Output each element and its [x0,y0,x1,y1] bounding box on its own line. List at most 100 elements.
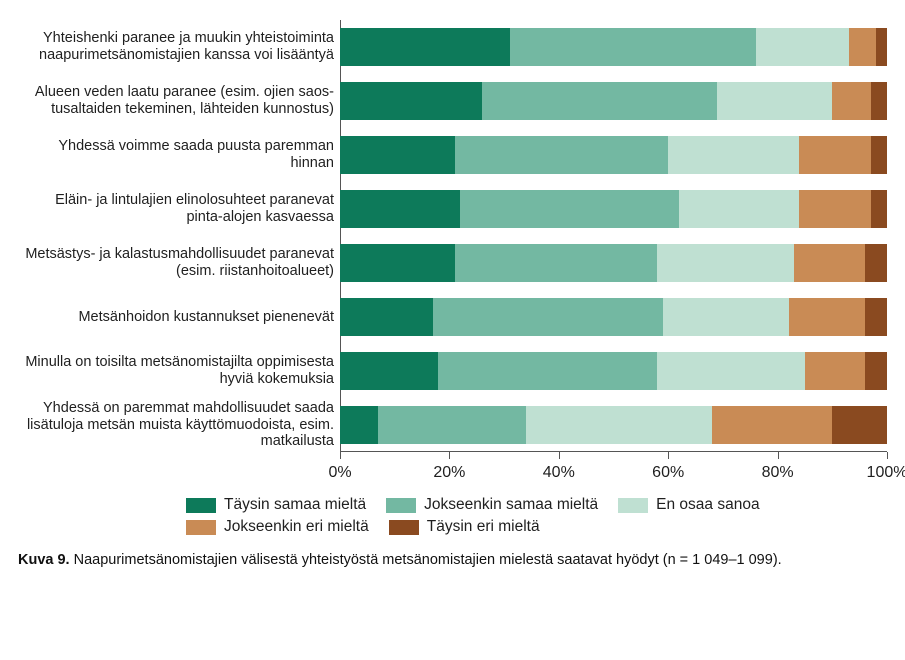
bar-segment [832,406,887,444]
bars-column: 0%20%40%60%80%100% [340,20,887,452]
x-tick-label: 40% [543,464,575,482]
category-labels-column: Yhteishenki paranee ja muukin yhteistoim… [18,20,340,452]
x-tick [340,452,341,459]
bar-segment [340,244,455,282]
bar-segment [865,298,887,336]
legend-label: Jokseenkin eri mieltä [224,518,369,536]
bar-segment [871,190,887,228]
legend: Täysin samaa mieltä Jokseenkin samaa miel… [186,496,887,536]
legend-label: Jokseenkin samaa mieltä [424,496,598,514]
bar-segment [510,28,756,66]
bar-segment [794,244,865,282]
stacked-bar [340,352,887,390]
bar-segment [876,28,887,66]
bar-row [340,236,887,290]
legend-row: Täysin samaa mieltä Jokseenkin samaa miel… [186,496,887,514]
stacked-bar [340,190,887,228]
legend-item: Jokseenkin samaa mieltä [386,496,598,514]
chart-container: Yhteishenki paranee ja muukin yhteistoim… [18,20,887,452]
figure-caption: Kuva 9. Naapurimetsänomistajien välisest… [18,552,887,568]
bar-segment [663,298,789,336]
x-tick [668,452,669,459]
bar-segment [340,82,482,120]
bar-segment [340,352,438,390]
bar-segment [340,298,433,336]
bar-row [340,398,887,452]
x-tick [559,452,560,459]
bar-segment [871,82,887,120]
legend-item: En osaa sanoa [618,496,759,514]
legend-swatch [618,498,648,513]
legend-item: Täysin eri mieltä [389,518,540,536]
bar-segment [756,28,849,66]
bar-segment [455,244,657,282]
caption-text: Naapurimetsänomistajien välisestä yhteis… [70,552,782,568]
category-label: Alueen veden laatu paranee (esim. ojien … [18,74,340,128]
bar-segment [668,136,799,174]
stacked-bar [340,136,887,174]
bar-row [340,182,887,236]
bar-segment [657,244,794,282]
legend-label: Täysin eri mieltä [427,518,540,536]
bar-segment [789,298,866,336]
bar-segment [340,406,378,444]
x-tick [449,452,450,459]
bar-segment [832,82,870,120]
x-tick-label: 60% [652,464,684,482]
x-tick-label: 0% [328,464,351,482]
bar-segment [438,352,657,390]
category-label: Metsänhoidon kustannukset pienenevät [18,290,340,344]
category-label: Metsästys- ja kalastusmahdollisuudet par… [18,236,340,290]
bar-row [340,128,887,182]
stacked-bar [340,28,887,66]
bar-segment [455,136,668,174]
bar-segment [460,190,679,228]
bar-segment [865,244,887,282]
category-label: Yhdessä voimme saada puusta paremman hin… [18,128,340,182]
legend-label: Täysin samaa mieltä [224,496,366,514]
bar-segment [865,352,887,390]
bar-segment [340,190,460,228]
stacked-bar [340,82,887,120]
bar-row [340,290,887,344]
bar-segment [378,406,526,444]
stacked-bar [340,298,887,336]
bar-segment [526,406,712,444]
x-tick [778,452,779,459]
category-label: Yhteishenki paranee ja muukin yhteistoim… [18,20,340,74]
bar-segment [849,28,876,66]
stacked-bar [340,244,887,282]
category-label: Minulla on toisilta metsänomistajilta op… [18,344,340,398]
bar-segment [717,82,832,120]
bar-segment [679,190,799,228]
bar-segment [799,190,870,228]
x-tick-label: 20% [433,464,465,482]
x-tick-label: 80% [762,464,794,482]
legend-swatch [186,498,216,513]
bar-segment [340,136,455,174]
legend-swatch [186,520,216,535]
bar-segment [799,136,870,174]
bar-segment [340,28,510,66]
bar-segment [482,82,717,120]
category-label: Eläin- ja lintulajien elinolosuhteet par… [18,182,340,236]
legend-item: Täysin samaa mieltä [186,496,366,514]
bar-segment [805,352,865,390]
legend-swatch [389,520,419,535]
legend-swatch [386,498,416,513]
bars-wrap: 0%20%40%60%80%100% [340,20,887,452]
bar-segment [871,136,887,174]
bar-row [340,20,887,74]
bar-row [340,74,887,128]
caption-bold: Kuva 9. [18,552,70,568]
bar-row [340,344,887,398]
stacked-bar [340,406,887,444]
x-tick [887,452,888,459]
bar-segment [657,352,805,390]
bar-segment [433,298,663,336]
x-tick-label: 100% [867,464,905,482]
legend-row: Jokseenkin eri mieltä Täysin eri mieltä [186,518,887,536]
legend-item: Jokseenkin eri mieltä [186,518,369,536]
legend-label: En osaa sanoa [656,496,759,514]
bar-segment [712,406,832,444]
